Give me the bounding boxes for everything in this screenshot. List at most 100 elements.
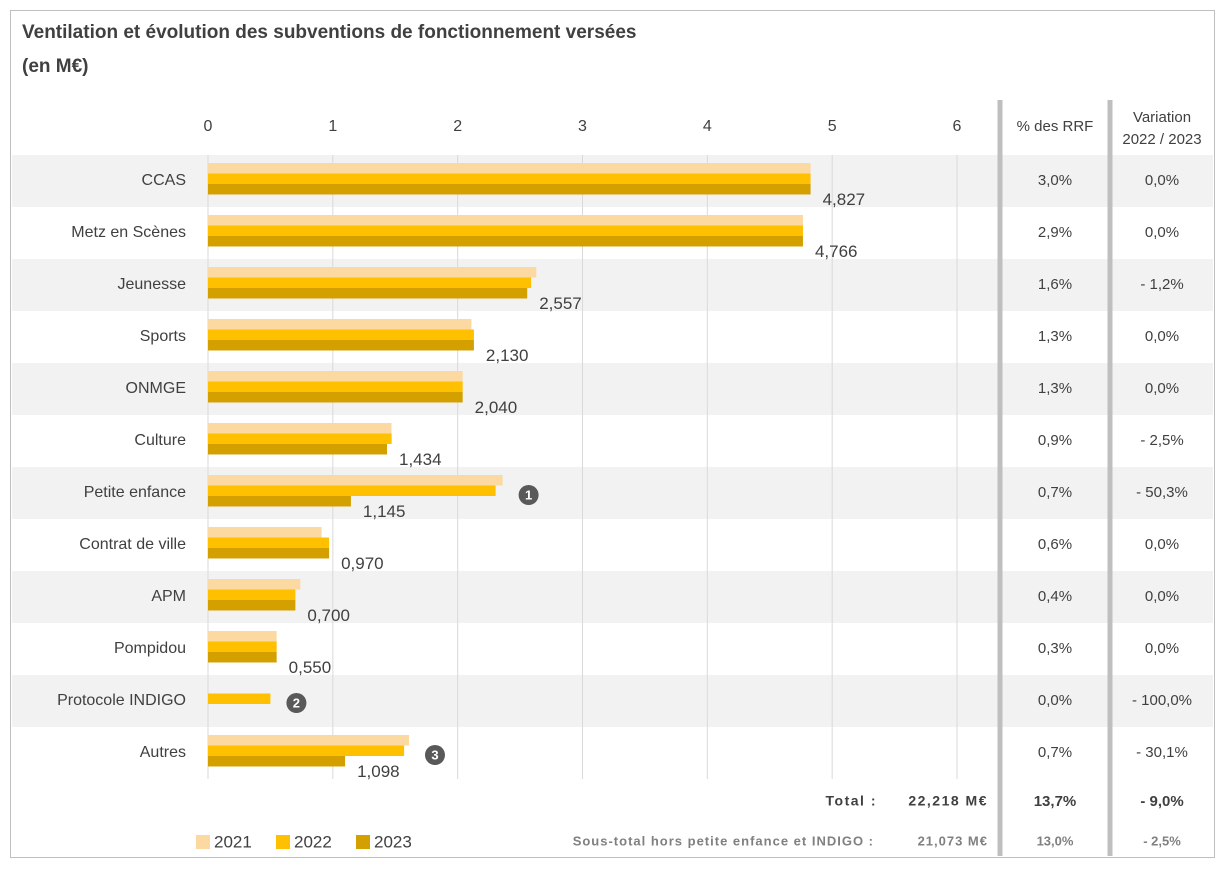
column-header: % des RRF	[1017, 118, 1094, 135]
annotation-number: 3	[431, 747, 438, 762]
bar	[208, 641, 277, 652]
legend-label: 2021	[214, 832, 252, 851]
row-band	[12, 363, 1213, 415]
category-label: Autres	[140, 744, 186, 761]
bar	[208, 340, 474, 351]
bar	[208, 693, 271, 704]
bar	[208, 381, 463, 392]
table-cell: 0,0%	[1145, 380, 1179, 397]
chart-title: (en M€)	[22, 56, 89, 77]
bar	[208, 652, 277, 663]
table-cell: - 50,3%	[1136, 484, 1188, 501]
data-label: 0,700	[307, 606, 350, 625]
x-tick-label: 3	[578, 118, 587, 135]
table-cell: - 100,0%	[1132, 692, 1192, 709]
table-cell: 0,0%	[1145, 328, 1179, 345]
subtotal-variation: - 2,5%	[1143, 833, 1181, 848]
table-cell: 0,0%	[1145, 172, 1179, 189]
table-cell: 0,6%	[1038, 536, 1072, 553]
bar	[208, 277, 532, 288]
bar	[208, 735, 409, 746]
bar	[208, 267, 537, 278]
category-label: Pompidou	[114, 640, 186, 657]
table-cell: - 30,1%	[1136, 744, 1188, 761]
row-band	[12, 259, 1213, 311]
bar	[208, 423, 392, 434]
table-cell: 0,0%	[1145, 588, 1179, 605]
annotation-number: 2	[293, 695, 300, 710]
category-label: Contrat de ville	[79, 536, 186, 553]
subtotal-share: 13,0%	[1037, 833, 1074, 848]
row-band	[12, 571, 1213, 623]
bar	[208, 173, 811, 184]
legend-label: 2022	[294, 832, 332, 851]
bar	[208, 184, 811, 195]
annotation-marker	[424, 745, 445, 765]
table-cell: 0,3%	[1038, 640, 1072, 657]
column-header: 2022 / 2023	[1122, 131, 1201, 148]
category-label: CCAS	[142, 172, 186, 189]
total-variation: - 9,0%	[1140, 793, 1183, 810]
annotation-number: 1	[525, 487, 532, 502]
table-cell: 0,7%	[1038, 744, 1072, 761]
table-cell: 0,0%	[1038, 692, 1072, 709]
bar	[208, 589, 296, 600]
x-tick-label: 5	[828, 118, 837, 135]
table-cell: 0,0%	[1145, 536, 1179, 553]
legend-swatch	[356, 835, 370, 849]
bar	[208, 548, 330, 559]
legend-swatch	[276, 835, 290, 849]
bar	[208, 579, 301, 590]
data-label: 0,970	[341, 554, 384, 573]
table-cell: 1,3%	[1038, 380, 1072, 397]
table-cell: 0,0%	[1145, 640, 1179, 657]
table-cell: 0,7%	[1038, 484, 1072, 501]
bar	[208, 288, 528, 299]
table-cell: 3,0%	[1038, 172, 1072, 189]
bar	[208, 527, 322, 538]
table-cell: - 1,2%	[1140, 276, 1183, 293]
total-amount: 22,218 M€	[908, 793, 988, 809]
bar	[208, 485, 496, 496]
bar	[208, 329, 474, 340]
bar	[208, 475, 503, 486]
category-label: Metz en Scènes	[71, 224, 186, 241]
row-band	[12, 467, 1213, 519]
data-label: 0,550	[289, 658, 332, 677]
x-tick-label: 0	[204, 118, 213, 135]
bar	[208, 163, 811, 174]
legend-swatch	[196, 835, 210, 849]
chart-title: Ventilation et évolution des subventions…	[22, 22, 636, 43]
bar	[208, 236, 803, 247]
bar	[208, 496, 351, 507]
table-cell: - 2,5%	[1140, 432, 1183, 449]
bar	[208, 756, 346, 767]
table-cell: 1,3%	[1038, 328, 1072, 345]
category-label: Petite enfance	[84, 484, 186, 501]
legend-label: 2023	[374, 832, 412, 851]
table-cell: 2,9%	[1038, 224, 1072, 241]
category-label: Culture	[134, 432, 186, 449]
bar	[208, 371, 463, 382]
x-tick-label: 2	[453, 118, 462, 135]
x-tick-label: 6	[953, 118, 962, 135]
x-tick-label: 1	[328, 118, 337, 135]
data-label: 2,557	[539, 294, 582, 313]
bar	[208, 444, 388, 455]
data-label: 1,098	[357, 762, 400, 781]
total-label: Total :	[826, 793, 877, 809]
category-label: APM	[151, 588, 186, 605]
bar	[208, 600, 296, 611]
bar	[208, 631, 277, 642]
bar	[208, 392, 463, 403]
bar	[208, 537, 330, 548]
subtotal-label: Sous-total hors petite enfance et INDIGO…	[573, 833, 874, 848]
category-label: Sports	[140, 328, 186, 345]
data-label: 1,145	[363, 502, 406, 521]
table-cell: 0,9%	[1038, 432, 1072, 449]
category-label: Jeunesse	[118, 276, 187, 293]
row-band	[12, 675, 1213, 727]
bar	[208, 745, 405, 756]
table-cell: 1,6%	[1038, 276, 1072, 293]
